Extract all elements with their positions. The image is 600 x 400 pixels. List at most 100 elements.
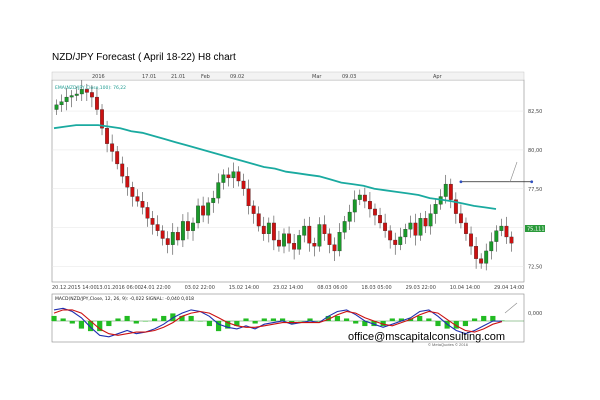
candle-body xyxy=(165,238,170,245)
macd-histogram-bar xyxy=(188,315,194,321)
macd-histogram-bar xyxy=(499,320,505,321)
candle-body xyxy=(277,239,281,247)
candle-body xyxy=(100,109,104,129)
macd-histogram-bar xyxy=(69,321,75,324)
candle-body xyxy=(216,182,221,199)
macd-histogram-bar xyxy=(398,318,405,321)
candle-body xyxy=(160,230,165,239)
ema-line xyxy=(53,124,497,210)
candle-body xyxy=(271,222,276,241)
candle-body xyxy=(196,205,200,224)
macd-histogram-bar xyxy=(115,318,121,321)
candle-body xyxy=(388,230,393,241)
trend-line-point-start[interactable] xyxy=(459,180,463,184)
candle-body xyxy=(170,232,175,245)
candle-body xyxy=(115,151,120,165)
candle-body xyxy=(347,211,352,222)
candle-body xyxy=(266,222,271,234)
macd-histogram-bar xyxy=(206,321,213,327)
candle-body xyxy=(322,224,327,234)
signal-line xyxy=(53,309,503,336)
macd-histogram-bar xyxy=(60,318,66,321)
time-tick-label: 29.03 22:00 xyxy=(406,285,436,291)
contact-email[interactable]: office@mscapitalconsulting.com xyxy=(348,331,506,343)
candle-body xyxy=(206,202,211,216)
macd-histogram-bar xyxy=(307,318,313,321)
price-tick-label: 72,50 xyxy=(528,264,542,270)
macd-histogram-bar xyxy=(234,321,240,327)
candle-body xyxy=(140,201,145,208)
macd-histogram-bar xyxy=(279,318,286,321)
candle-body xyxy=(433,204,438,214)
candle-body xyxy=(191,222,195,231)
candle-body xyxy=(307,225,312,244)
candle-body xyxy=(423,218,428,227)
candle-body xyxy=(256,213,261,227)
candle-body xyxy=(302,225,307,236)
candle-body xyxy=(74,93,79,96)
macd-histogram-bar xyxy=(343,318,350,321)
candle-body xyxy=(403,229,408,238)
grid xyxy=(52,110,524,267)
time-tick-label: 13.01.2016 06:00 xyxy=(96,285,141,291)
macd-histogram-bar xyxy=(490,315,496,321)
candle-body xyxy=(317,224,322,247)
time-tick-label: 20.12.2015 14:00 xyxy=(52,285,97,291)
candle-body xyxy=(504,225,509,238)
candle-body xyxy=(479,258,484,264)
trend-line-point-end[interactable] xyxy=(530,180,534,184)
top-date-label: 09.02 xyxy=(230,74,244,80)
signal-label-name: SIGNAL: xyxy=(146,296,164,302)
candle-body xyxy=(327,233,332,245)
macd-histogram-bar xyxy=(371,321,377,327)
macd-histogram-bar xyxy=(133,321,139,324)
candle-body xyxy=(59,101,64,106)
candle-body xyxy=(398,236,403,245)
macd-axis-tick: 0,000 xyxy=(528,311,542,317)
macd-histogram-bar xyxy=(380,321,386,327)
candle-body xyxy=(236,171,241,182)
top-date-labels: 2016 17.01 21.01 Feb 09.02 Mar 09.03 Apr xyxy=(92,74,443,80)
macd-histogram-bar xyxy=(243,318,249,321)
candle-body xyxy=(494,230,499,242)
copyright-text: © MetaQuotes © 2016 xyxy=(428,342,468,347)
macd-histogram-bar xyxy=(161,315,167,321)
candle-body xyxy=(201,205,206,216)
date-strip xyxy=(51,71,525,81)
candle-body xyxy=(342,221,347,233)
ema-label: EMA(NZD/JPY,Close,100): 76,22 xyxy=(55,85,126,91)
macd-histogram-bar xyxy=(87,321,94,332)
candle-body xyxy=(443,183,448,197)
candle-body xyxy=(337,232,342,252)
candle-body xyxy=(418,218,423,236)
candle-body xyxy=(79,89,84,95)
macd-histogram-bar xyxy=(225,321,231,329)
macd-label-value: -0,022 xyxy=(130,296,145,302)
candle-body xyxy=(130,187,135,197)
candle-body xyxy=(378,215,382,224)
top-date-label: Feb xyxy=(201,74,210,80)
top-date-label: 2016 xyxy=(92,74,105,80)
candle-body xyxy=(64,96,69,102)
signal-label-value: -0,040 xyxy=(165,296,180,302)
macd-histogram-bar xyxy=(252,321,258,324)
top-date-label: Apr xyxy=(433,74,443,80)
top-date-label: 21.01 xyxy=(171,74,185,80)
candle-body xyxy=(175,232,180,241)
macd-histogram-bar xyxy=(78,321,85,329)
time-tick-label: 03.02 22:00 xyxy=(185,285,215,291)
macd-histogram-bar xyxy=(106,321,112,327)
top-date-label: 09.03 xyxy=(342,74,356,80)
macd-histogram-bar xyxy=(462,321,469,327)
candle-body xyxy=(393,239,398,245)
time-tick-label: 15.02 14:00 xyxy=(229,285,259,291)
macd-histogram-bar xyxy=(417,315,423,321)
candle-body xyxy=(474,246,479,259)
candle-body xyxy=(211,197,216,203)
macd-histogram-bar xyxy=(179,315,185,321)
macd-histogram-bar xyxy=(261,318,267,321)
macd-histogram-bar xyxy=(51,315,57,321)
candle-body xyxy=(89,92,94,98)
price-tick-label: 82,50 xyxy=(528,109,542,115)
